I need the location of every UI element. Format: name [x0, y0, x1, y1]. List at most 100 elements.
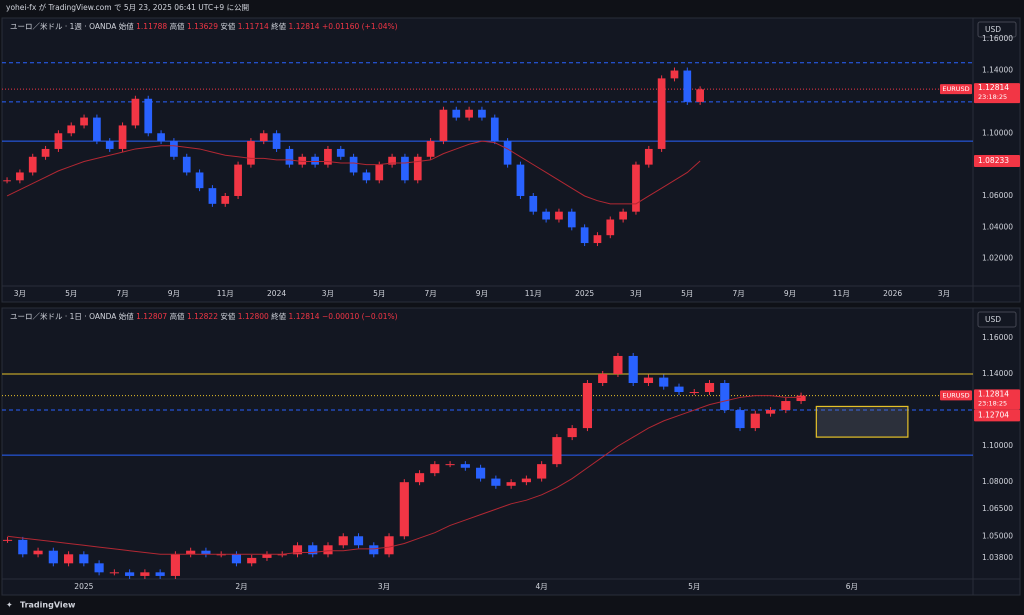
- candle-body: [674, 386, 684, 393]
- panel-header: ユーロ／米ドル · 1日 · OANDA 始値 1.12807 高値 1.128…: [10, 311, 398, 321]
- candle-body: [644, 148, 653, 165]
- x-tick-label: 5月: [688, 582, 700, 591]
- candle-body: [781, 401, 791, 411]
- candle-body: [689, 392, 699, 394]
- candle-body: [247, 141, 255, 165]
- x-tick-label: 3月: [378, 582, 390, 591]
- x-tick-label: 9月: [476, 289, 488, 298]
- countdown: 23:18:25: [978, 93, 1007, 101]
- currency-button[interactable]: [977, 21, 1017, 38]
- candle-body: [221, 195, 230, 204]
- y-tick-label: 1.06500: [982, 504, 1013, 513]
- ohlc-value: 1.12814: [289, 22, 320, 31]
- candle-body: [491, 478, 501, 486]
- candle-body: [247, 557, 257, 564]
- candle-body: [643, 377, 654, 384]
- candle-body: [683, 70, 692, 102]
- candle-body: [208, 188, 217, 204]
- ohlc-label: 始値: [119, 21, 134, 31]
- candle-body: [369, 545, 379, 555]
- candle-body: [54, 133, 63, 149]
- price-tag: 1.12814: [978, 389, 1009, 398]
- candle-body: [750, 413, 760, 429]
- candle-body: [28, 156, 37, 173]
- x-tick-label: 7月: [424, 289, 436, 298]
- x-tick-label: 2025: [74, 582, 93, 591]
- x-tick-label: 3月: [322, 289, 334, 298]
- y-tick-label: 1.10000: [982, 128, 1013, 137]
- candle-body: [118, 125, 127, 149]
- candle-body: [336, 148, 345, 157]
- countdown: 23:18:25: [978, 399, 1007, 407]
- candle-body: [234, 164, 242, 196]
- candle-body: [704, 383, 715, 393]
- candle-body: [2, 539, 13, 541]
- candle-body: [80, 117, 88, 126]
- candle-body: [696, 89, 704, 102]
- candle-body: [375, 164, 384, 181]
- candle-body: [155, 572, 165, 576]
- candle-body: [259, 133, 268, 142]
- candle-body: [537, 464, 547, 479]
- ohlc-label: 高値: [170, 311, 185, 321]
- moving-average: [6, 140, 701, 205]
- candle-body: [362, 172, 371, 181]
- candle-body: [401, 156, 409, 181]
- ohlc-label: 安値: [220, 21, 235, 31]
- candle-body: [125, 572, 135, 576]
- candle-body: [231, 554, 242, 564]
- candle-body: [48, 550, 58, 564]
- candle-body: [33, 550, 43, 555]
- x-tick-label: 2025: [575, 289, 594, 298]
- price-tag: 1.12814: [978, 83, 1009, 92]
- price-tag-bg: [974, 389, 1020, 410]
- candle-body: [430, 464, 440, 474]
- y-tick-label: 1.16000: [982, 333, 1013, 342]
- candle-body: [613, 355, 623, 374]
- candle-body: [93, 117, 101, 142]
- candle-body: [796, 395, 806, 402]
- candle-body: [349, 156, 358, 173]
- x-tick-label: 7月: [732, 289, 744, 298]
- candle-body: [324, 148, 332, 165]
- candle-body: [41, 148, 50, 157]
- x-tick-label: 5月: [373, 289, 385, 298]
- publish-info: yohei-fx が TradingView.com で 5月 23, 2025…: [6, 2, 249, 12]
- currency-button[interactable]: [977, 311, 1017, 328]
- symbol-title: ユーロ／米ドル · 1週 · OANDA: [10, 21, 117, 31]
- candle-body: [201, 550, 211, 555]
- candle-body: [529, 195, 538, 212]
- x-tick-label: 2026: [883, 289, 902, 298]
- candle-body: [516, 164, 525, 196]
- x-tick-label: 3月: [938, 289, 950, 298]
- candle-body: [521, 478, 531, 483]
- y-tick-label: 1.05000: [982, 531, 1013, 540]
- candle-body: [144, 98, 153, 134]
- candle-body: [285, 148, 294, 165]
- x-tick-label: 5月: [681, 289, 693, 298]
- candle-body: [323, 545, 333, 555]
- candle-body: [18, 539, 28, 555]
- y-tick-label: 1.06000: [982, 191, 1013, 200]
- price-tag-bg: [974, 83, 1020, 104]
- candle-body: [157, 133, 165, 142]
- logo-mark: ✦: [6, 601, 13, 610]
- candle-body: [490, 117, 499, 142]
- candle-body: [262, 554, 272, 558]
- candle-body: [195, 172, 204, 189]
- candle-body: [465, 109, 473, 118]
- candle-body: [64, 554, 74, 564]
- y-tick-label: 1.04000: [982, 222, 1013, 231]
- candle-body: [439, 109, 448, 142]
- candle-body: [426, 141, 435, 157]
- candle-body: [170, 554, 180, 576]
- x-tick-label: 9月: [168, 289, 180, 298]
- candle-body: [414, 473, 425, 483]
- ohlc-value: 1.11714: [238, 22, 269, 31]
- candle-body: [67, 125, 76, 134]
- candle-body: [567, 428, 577, 438]
- candle-body: [384, 536, 394, 555]
- candle-body: [272, 133, 281, 149]
- ohlc-value: 1.12807: [136, 312, 167, 321]
- x-tick-label: 7月: [116, 289, 128, 298]
